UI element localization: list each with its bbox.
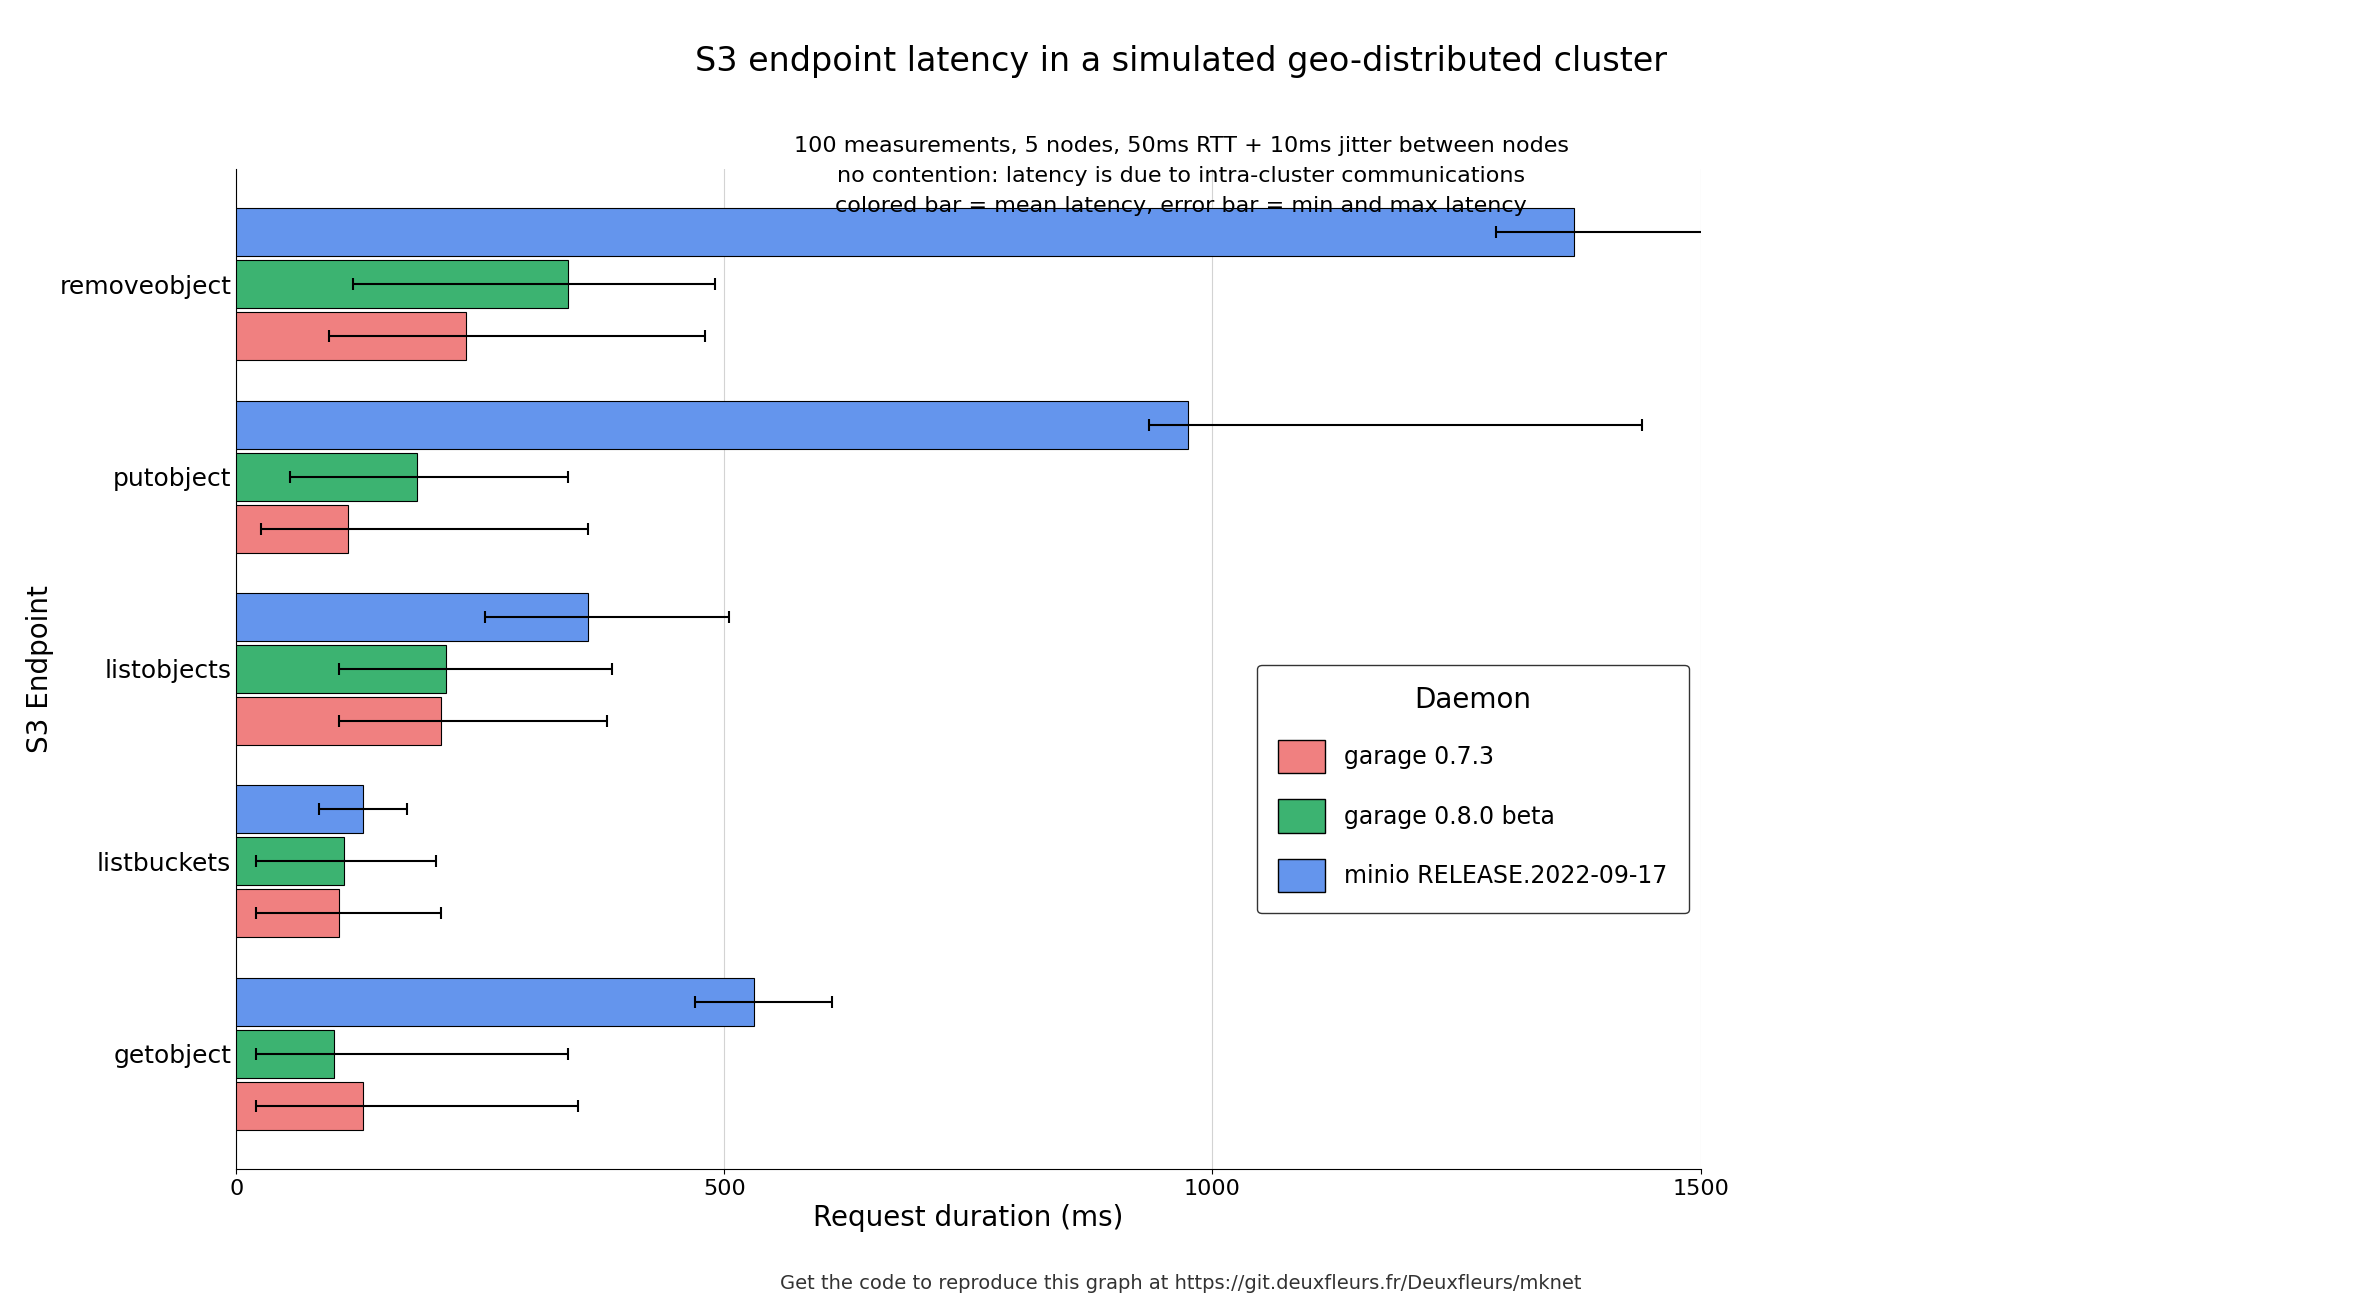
Bar: [236, 594, 588, 642]
Bar: [236, 504, 350, 552]
Bar: [236, 312, 465, 360]
Y-axis label: S3 Endpoint: S3 Endpoint: [26, 585, 54, 753]
Text: Get the code to reproduce this graph at https://git.deuxfleurs.fr/Deuxfleurs/mkn: Get the code to reproduce this graph at …: [779, 1273, 1583, 1293]
X-axis label: Request duration (ms): Request duration (ms): [813, 1204, 1124, 1233]
Bar: [236, 644, 446, 694]
Bar: [236, 452, 416, 500]
Bar: [236, 260, 569, 308]
Text: S3 endpoint latency in a simulated geo-distributed cluster: S3 endpoint latency in a simulated geo-d…: [694, 45, 1668, 78]
Bar: [236, 1030, 333, 1078]
Bar: [236, 400, 1188, 448]
Bar: [236, 1082, 364, 1130]
Bar: [236, 890, 338, 938]
Bar: [236, 978, 753, 1026]
Legend: garage 0.7.3, garage 0.8.0 beta, minio RELEASE.2022-09-17: garage 0.7.3, garage 0.8.0 beta, minio R…: [1257, 665, 1689, 913]
Text: 100 measurements, 5 nodes, 50ms RTT + 10ms jitter between nodes
no contention: l: 100 measurements, 5 nodes, 50ms RTT + 10…: [794, 136, 1568, 216]
Bar: [236, 786, 364, 834]
Bar: [236, 208, 1573, 256]
Bar: [236, 838, 342, 886]
Bar: [236, 696, 442, 744]
